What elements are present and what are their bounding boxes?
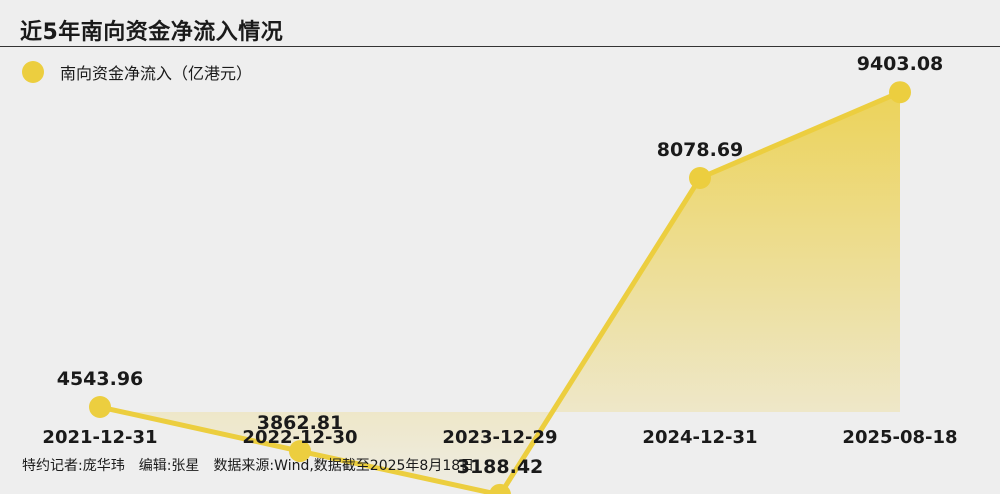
legend: 南向资金净流入（亿港元） xyxy=(22,60,252,84)
title-divider xyxy=(0,46,1000,47)
legend-marker xyxy=(22,61,44,83)
area-fill xyxy=(100,92,900,494)
data-point xyxy=(689,167,711,190)
footer: 特约记者:庞华玮 编辑:张星 数据来源:Wind,数据截至2025年8月18日 xyxy=(22,455,474,475)
data-label: 8078.69 xyxy=(657,139,744,161)
data-point xyxy=(89,396,111,419)
editor-credit: 编辑:张星 xyxy=(138,458,200,474)
data-label: 4543.96 xyxy=(57,368,144,390)
x-tick-label: 2023-12-29 xyxy=(442,427,557,448)
x-tick-label: 2022-12-30 xyxy=(242,427,357,448)
data-label: 3188.42 xyxy=(457,456,544,478)
data-point xyxy=(489,483,511,494)
data-point xyxy=(289,440,311,463)
x-tick-label: 2024-12-31 xyxy=(642,427,757,448)
data-label: 3862.81 xyxy=(257,412,344,434)
series-line xyxy=(99,89,901,494)
legend-label: 南向资金净流入（亿港元） xyxy=(60,64,253,83)
data-source: 数据来源:Wind,数据截至2025年8月18日 xyxy=(213,458,475,474)
data-point xyxy=(889,81,911,104)
x-tick-label: 2021-12-31 xyxy=(42,427,157,448)
reporter-credit: 特约记者:庞华玮 xyxy=(22,458,125,474)
data-label: 9403.08 xyxy=(857,53,944,75)
chart-title: 近5年南向资金净流入情况 xyxy=(20,20,284,45)
x-tick-label: 2025-08-18 xyxy=(842,427,957,448)
